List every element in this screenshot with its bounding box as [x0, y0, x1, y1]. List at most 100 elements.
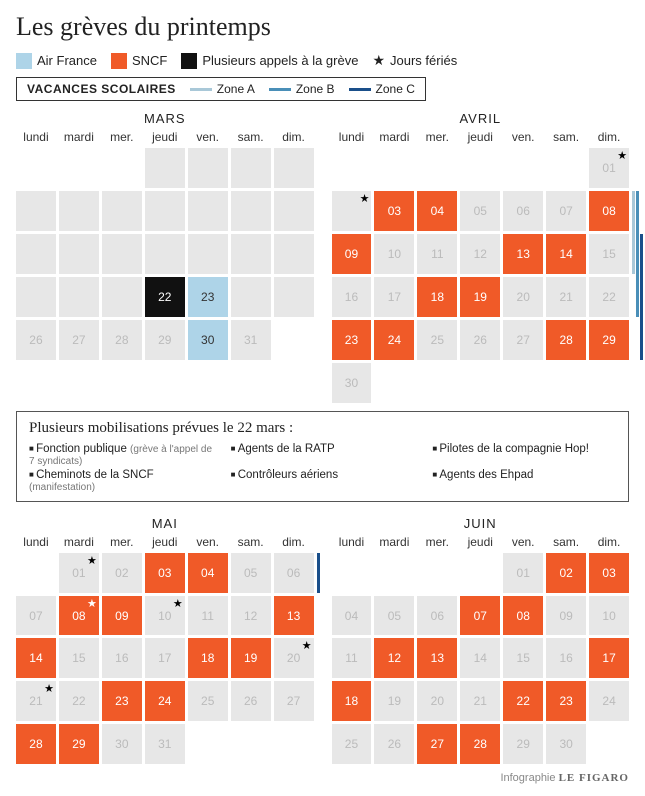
- day-number: 30: [115, 737, 128, 751]
- day-cell: 27: [274, 681, 314, 721]
- legend-label: Jours fériés: [390, 53, 457, 68]
- day-number: 05: [388, 609, 401, 623]
- day-number: 04: [201, 566, 214, 580]
- day-cell: 29: [503, 724, 543, 764]
- months-row-1: MARSlundimardimer.jeudiven.sam.dim.22232…: [16, 111, 629, 403]
- day-cell: 29: [59, 724, 99, 764]
- day-number: 20: [431, 694, 444, 708]
- day-number: 03: [158, 566, 171, 580]
- day-cell: [16, 277, 56, 317]
- day-cell: 27: [59, 320, 99, 360]
- dow-label: lundi: [16, 130, 56, 144]
- dow-label: mer.: [417, 535, 457, 549]
- day-cell: 19: [374, 681, 414, 721]
- day-cell: [145, 191, 185, 231]
- day-number: 17: [602, 651, 615, 665]
- dow-label: jeudi: [145, 535, 185, 549]
- day-number: 01: [72, 566, 85, 580]
- day-cell: 03: [589, 553, 629, 593]
- day-cell: 07: [546, 191, 586, 231]
- day-cell: 17: [589, 638, 629, 678]
- day-number: 02: [559, 566, 572, 580]
- zone-c-label: Zone C: [376, 82, 415, 96]
- day-number: 10: [602, 609, 615, 623]
- day-cell: 15: [503, 638, 543, 678]
- day-cell: 25: [188, 681, 228, 721]
- day-number: 21: [474, 694, 487, 708]
- day-cell: 11: [417, 234, 457, 274]
- legend-holiday: ★ Jours fériés: [372, 52, 457, 69]
- day-number: 17: [158, 651, 171, 665]
- day-number: 27: [431, 737, 444, 751]
- day-number: 24: [158, 694, 171, 708]
- day-number: 26: [474, 333, 487, 347]
- day-number: 19: [474, 290, 487, 304]
- day-cell: 29: [589, 320, 629, 360]
- day-number: 12: [244, 609, 257, 623]
- dow-label: mer.: [102, 130, 142, 144]
- day-number: 05: [474, 204, 487, 218]
- day-cell: 25: [332, 724, 372, 764]
- month-name: MARS: [16, 111, 314, 126]
- month-juin: JUINlundimardimer.jeudiven.sam.dim.01020…: [332, 516, 630, 765]
- day-cell: 10★: [145, 596, 185, 636]
- day-number: 28: [474, 737, 487, 751]
- day-cell: 20: [503, 277, 543, 317]
- day-cell: [188, 148, 228, 188]
- legend-sncf: SNCF: [111, 53, 167, 69]
- holiday-star-icon: ★: [87, 554, 97, 567]
- day-number: 30: [559, 737, 572, 751]
- day-number: 17: [388, 290, 401, 304]
- dow-label: mardi: [59, 130, 99, 144]
- day-cell: [59, 234, 99, 274]
- day-number: 26: [244, 694, 257, 708]
- day-number: 27: [517, 333, 530, 347]
- callout-item: Pilotes de la compagnie Hop!: [432, 443, 616, 467]
- day-cell: [59, 277, 99, 317]
- day-cell: 13: [503, 234, 543, 274]
- day-cell: [102, 234, 142, 274]
- callout-title: Plusieurs mobilisations prévues le 22 ma…: [29, 420, 616, 437]
- day-number: 30: [345, 376, 358, 390]
- day-cell: 02: [102, 553, 142, 593]
- day-cell: 28: [460, 724, 500, 764]
- dow-header: lundimardimer.jeudiven.sam.dim.: [332, 130, 630, 144]
- day-number: 03: [388, 204, 401, 218]
- zone-strip-zone_c: [317, 553, 320, 593]
- holiday-star-icon: ★: [302, 639, 312, 652]
- day-cell: 03: [374, 191, 414, 231]
- day-cell: 05: [460, 191, 500, 231]
- legend-label: Plusieurs appels à la grève: [202, 53, 358, 68]
- day-number: 06: [287, 566, 300, 580]
- day-number: 16: [559, 651, 572, 665]
- dow-label: mardi: [374, 535, 414, 549]
- dow-label: dim.: [589, 130, 629, 144]
- vacation-legend-box: VACANCES SCOLAIRES Zone A Zone B Zone C: [16, 77, 426, 101]
- day-cell: 14: [16, 638, 56, 678]
- day-cell: 04: [417, 191, 457, 231]
- dow-label: ven.: [503, 130, 543, 144]
- day-cell: [231, 191, 271, 231]
- day-cell: 21: [546, 277, 586, 317]
- day-cell: 22: [145, 277, 185, 317]
- day-number: 21: [559, 290, 572, 304]
- day-cell: [274, 277, 314, 317]
- dow-header: lundimardimer.jeudiven.sam.dim.: [16, 130, 314, 144]
- day-cell: 06: [417, 596, 457, 636]
- day-number: 24: [388, 333, 401, 347]
- callout-subtext: (manifestation): [29, 482, 95, 493]
- month-name: AVRIL: [332, 111, 630, 126]
- dow-label: sam.: [546, 535, 586, 549]
- day-number: 06: [517, 204, 530, 218]
- day-cell: 17: [145, 638, 185, 678]
- day-number: 11: [345, 651, 357, 665]
- day-number: 15: [602, 247, 615, 261]
- dow-header: lundimardimer.jeudiven.sam.dim.: [332, 535, 630, 549]
- day-cell: 22: [503, 681, 543, 721]
- day-cell: 10: [589, 596, 629, 636]
- day-cell: [231, 234, 271, 274]
- day-number: 23: [559, 694, 572, 708]
- day-number: 18: [345, 694, 358, 708]
- day-cell: 25: [417, 320, 457, 360]
- day-number: 26: [29, 333, 42, 347]
